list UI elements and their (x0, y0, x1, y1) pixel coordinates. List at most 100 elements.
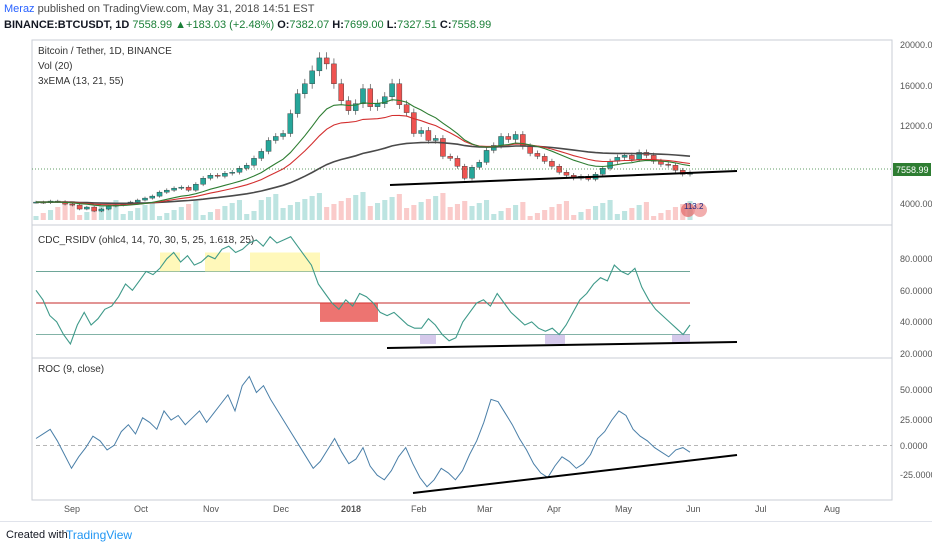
price-tick-20000: 20000.00 (900, 40, 932, 50)
footer: Created with TradingView (0, 521, 932, 550)
candle-body (411, 112, 417, 134)
volume-bar (186, 204, 192, 220)
volume-bar (33, 216, 39, 220)
open-label: O: (277, 19, 290, 31)
candle-body (425, 130, 432, 141)
candle-body (549, 161, 555, 167)
candle-body (403, 104, 410, 113)
volume-bar (135, 208, 141, 220)
candle-body (294, 93, 301, 114)
candle-body (382, 96, 388, 104)
candle-body (323, 57, 330, 65)
volume-bar (483, 200, 490, 220)
volume-bar (345, 198, 352, 220)
candle-body (243, 165, 250, 169)
rsi-tick-20: 20.0000 (900, 349, 932, 359)
rsi-tick-40: 40.0000 (900, 317, 932, 327)
roc-line (35, 375, 691, 488)
price-panel[interactable] (31, 39, 893, 226)
candle-body (207, 175, 214, 179)
volume-bar (142, 205, 148, 220)
volume-bar (563, 201, 570, 220)
candle-body (650, 155, 657, 162)
author-link[interactable]: Meraz (4, 3, 35, 15)
candle-body (374, 103, 381, 107)
volume-bar (69, 201, 75, 220)
volume-bar (454, 204, 461, 220)
rsi-overbought-zone (250, 252, 320, 272)
volume-bar (440, 193, 446, 220)
candle-body (389, 83, 395, 97)
volume-bar (491, 214, 497, 220)
volume-bar (287, 205, 293, 220)
candle-body (142, 197, 148, 201)
volume-bar (251, 211, 257, 220)
volume-bar (113, 200, 119, 220)
volume-bar (658, 213, 664, 220)
volume-bar (91, 209, 97, 220)
volume-bar (542, 210, 548, 220)
volume-bar (200, 215, 206, 220)
volume-bar (331, 204, 337, 220)
x-tick-feb: Feb (411, 504, 427, 514)
open-value: 7382.07 (289, 19, 330, 31)
volume-bar (614, 214, 620, 220)
volume-bar (665, 210, 671, 220)
volume-bar (178, 207, 184, 220)
volume-bar (244, 214, 250, 220)
volume-bar (498, 211, 504, 220)
volume-bar (367, 206, 373, 220)
volume-bar (571, 215, 577, 220)
volume-bar (556, 204, 562, 220)
roc-panel[interactable] (31, 357, 893, 501)
rsi-overbought-zone (160, 252, 180, 272)
volume-bar (316, 193, 322, 220)
candle-body (432, 138, 439, 141)
candle-body (265, 140, 272, 152)
candle-body (600, 168, 606, 175)
volume-bar (338, 201, 344, 220)
last-price-tag: 7558.99 (896, 165, 929, 175)
candle-body (193, 183, 199, 191)
volume-bar (651, 216, 657, 220)
x-tick-apr: Apr (547, 504, 561, 514)
volume-bar (629, 208, 635, 220)
tradingview-brand-link[interactable]: TradingView (66, 528, 133, 542)
candle-body (149, 195, 156, 199)
candle-body (541, 156, 548, 162)
volume-bar (447, 207, 453, 220)
volume-bar (411, 205, 417, 220)
candle-body (331, 63, 337, 84)
candle-body (84, 206, 90, 210)
volume-bar (643, 202, 649, 220)
candle-body (214, 175, 221, 177)
rsi-oversold-zone (420, 334, 436, 344)
candle-body (360, 88, 366, 104)
roc-series-group (35, 375, 892, 494)
rsi-oversold-zone (672, 334, 690, 344)
candle-body (563, 172, 570, 176)
volume-bar (622, 211, 628, 220)
rsi-oversold-zone (545, 334, 565, 344)
candle-body (367, 88, 374, 107)
volume-bar (607, 200, 613, 220)
x-tick-may: May (615, 504, 633, 514)
candle-body (171, 187, 177, 191)
volume-bar (265, 197, 272, 220)
candle-body (396, 83, 403, 105)
x-tick-sep: Sep (64, 504, 80, 514)
candle-body (236, 168, 243, 173)
candle-body (607, 161, 613, 169)
candle-body (98, 208, 105, 212)
volume-bar (309, 196, 315, 220)
volume-bar (396, 194, 402, 220)
volume-bar (389, 197, 395, 220)
volume-bar (324, 207, 330, 220)
ema-pane-label: 3xEMA (13, 21, 55) (38, 76, 124, 87)
volume-bar (215, 209, 221, 220)
publish-info: Meraz published on TradingView.com, May … (4, 2, 314, 16)
candle-body (222, 173, 228, 177)
low-label: L: (386, 19, 398, 31)
candle-body (629, 155, 635, 160)
